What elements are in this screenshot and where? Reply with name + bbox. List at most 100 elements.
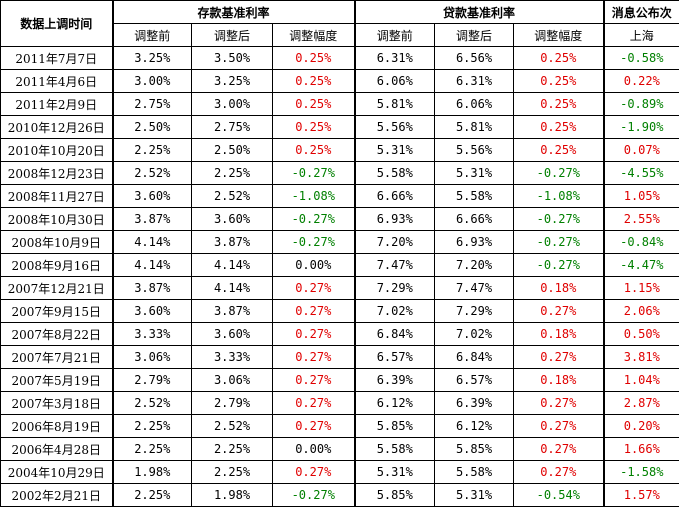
loan-after-cell: 5.31% [435,162,514,185]
date-cell: 2011年4月6日 [1,70,113,93]
deposit-change-cell: -0.27% [273,484,355,507]
deposit-after-cell: 2.52% [192,415,273,438]
deposit-after-cell: 3.06% [192,369,273,392]
deposit-before-cell: 2.25% [113,438,192,461]
deposit-after-cell: 2.50% [192,139,273,162]
date-cell: 2007年9月15日 [1,300,113,323]
deposit-before-cell: 2.52% [113,162,192,185]
shanghai-cell: 1.15% [604,277,679,300]
deposit-before-cell: 3.00% [113,70,192,93]
date-cell: 2007年3月18日 [1,392,113,415]
loan-before-cell: 7.47% [355,254,435,277]
date-cell: 2007年5月19日 [1,369,113,392]
loan-after-cell: 6.57% [435,369,514,392]
deposit-after-cell: 3.00% [192,93,273,116]
date-cell: 2008年10月9日 [1,231,113,254]
deposit-after-header: 调整后 [192,24,273,47]
deposit-before-cell: 2.79% [113,369,192,392]
loan-before-cell: 5.58% [355,162,435,185]
loan-after-cell: 5.85% [435,438,514,461]
loan-change-cell: 0.25% [514,47,604,70]
deposit-before-cell: 4.14% [113,231,192,254]
loan-before-header: 调整前 [355,24,435,47]
deposit-after-cell: 3.33% [192,346,273,369]
deposit-before-cell: 2.50% [113,116,192,139]
shanghai-cell: 1.57% [604,484,679,507]
loan-before-cell: 6.93% [355,208,435,231]
deposit-before-cell: 3.87% [113,208,192,231]
deposit-change-cell: 0.27% [273,277,355,300]
loan-after-cell: 6.12% [435,415,514,438]
date-cell: 2007年7月21日 [1,346,113,369]
loan-before-cell: 5.31% [355,139,435,162]
loan-change-cell: -0.27% [514,208,604,231]
shanghai-cell: -1.90% [604,116,679,139]
loan-before-cell: 6.39% [355,369,435,392]
shanghai-cell: 2.06% [604,300,679,323]
deposit-change-cell: 0.27% [273,300,355,323]
deposit-change-cell: 0.25% [273,139,355,162]
shanghai-cell: 0.22% [604,70,679,93]
deposit-rate-header: 存款基准利率 [113,1,355,24]
date-cell: 2008年10月30日 [1,208,113,231]
loan-change-cell: -0.27% [514,254,604,277]
deposit-before-cell: 2.25% [113,415,192,438]
deposit-before-header: 调整前 [113,24,192,47]
deposit-after-cell: 2.25% [192,162,273,185]
header-row-group: 数据上调时间 存款基准利率 贷款基准利率 消息公布次 [1,1,679,24]
loan-change-cell: 0.27% [514,346,604,369]
deposit-change-cell: -0.27% [273,208,355,231]
deposit-after-cell: 2.79% [192,392,273,415]
loan-before-cell: 5.56% [355,116,435,139]
shanghai-cell: -4.55% [604,162,679,185]
deposit-before-cell: 2.75% [113,93,192,116]
shanghai-cell: 0.07% [604,139,679,162]
loan-change-cell: -0.27% [514,162,604,185]
deposit-before-cell: 1.98% [113,461,192,484]
date-column-header: 数据上调时间 [1,1,113,47]
date-cell: 2011年2月9日 [1,93,113,116]
shanghai-cell: 0.50% [604,323,679,346]
loan-after-cell: 6.31% [435,70,514,93]
loan-after-cell: 6.39% [435,392,514,415]
deposit-before-cell: 3.60% [113,300,192,323]
shanghai-cell: 1.66% [604,438,679,461]
loan-change-header: 调整幅度 [514,24,604,47]
loan-after-cell: 7.20% [435,254,514,277]
loan-change-cell: 0.18% [514,323,604,346]
deposit-before-cell: 4.14% [113,254,192,277]
shanghai-cell: 1.04% [604,369,679,392]
shanghai-cell: -1.58% [604,461,679,484]
shanghai-cell: 2.55% [604,208,679,231]
shanghai-cell: 2.87% [604,392,679,415]
deposit-change-cell: 0.00% [273,254,355,277]
shanghai-cell: 0.20% [604,415,679,438]
deposit-change-cell: 0.25% [273,47,355,70]
loan-change-cell: 0.27% [514,461,604,484]
loan-before-cell: 6.06% [355,70,435,93]
deposit-after-cell: 3.87% [192,300,273,323]
deposit-after-cell: 3.25% [192,70,273,93]
deposit-before-cell: 3.06% [113,346,192,369]
loan-after-cell: 5.56% [435,139,514,162]
deposit-before-cell: 3.25% [113,47,192,70]
loan-before-cell: 7.02% [355,300,435,323]
deposit-change-cell: 0.27% [273,392,355,415]
loan-change-cell: 0.18% [514,277,604,300]
loan-after-cell: 6.56% [435,47,514,70]
shanghai-header: 上海 [604,24,679,47]
deposit-before-cell: 3.87% [113,277,192,300]
loan-after-cell: 5.31% [435,484,514,507]
loan-change-cell: 0.25% [514,70,604,93]
deposit-change-cell: 0.00% [273,438,355,461]
